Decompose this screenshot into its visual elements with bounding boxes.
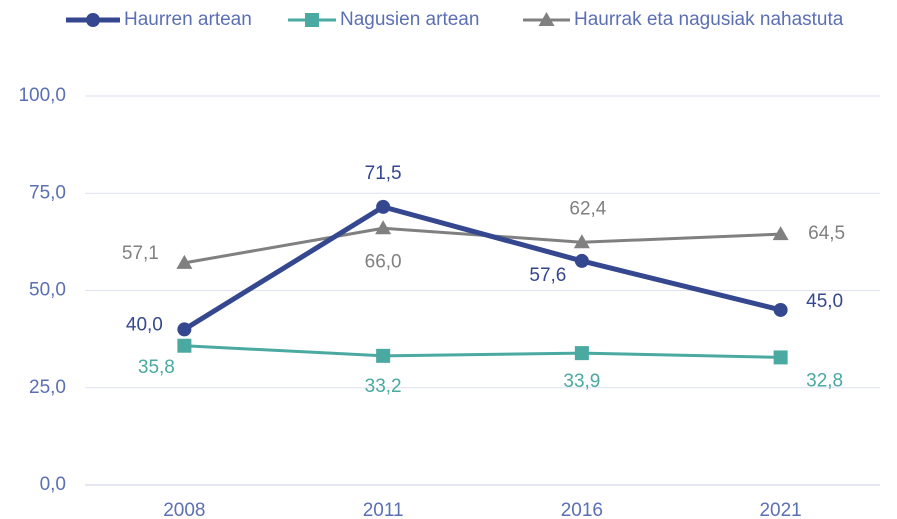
y-tick-label: 75,0 xyxy=(29,182,66,203)
marker xyxy=(376,199,391,214)
data-label: 45,0 xyxy=(806,291,843,312)
data-label: 62,4 xyxy=(569,198,606,219)
x-tick-label: 2008 xyxy=(163,500,205,519)
y-tick-label: 25,0 xyxy=(29,377,66,398)
data-label: 33,2 xyxy=(365,376,402,397)
marker xyxy=(574,346,589,361)
data-label: 35,8 xyxy=(138,357,175,378)
series-line xyxy=(184,344,781,359)
marker xyxy=(772,226,789,241)
marker xyxy=(177,338,192,353)
data-label: 40,0 xyxy=(126,314,163,335)
legend-label: Nagusien artean xyxy=(340,9,479,30)
data-label: 66,0 xyxy=(365,251,402,272)
marker xyxy=(574,253,589,268)
marker xyxy=(305,13,319,27)
series-line xyxy=(183,204,782,332)
marker xyxy=(538,12,555,26)
y-tick-label: 100,0 xyxy=(18,85,66,106)
legend-label: Haurrak eta nagusiak nahastuta xyxy=(574,9,844,30)
y-tick-label: 0,0 xyxy=(40,474,66,495)
marker xyxy=(177,322,192,337)
y-tick-label: 50,0 xyxy=(29,280,66,301)
legend-label: Haurren artean xyxy=(124,9,252,30)
marker xyxy=(773,302,788,317)
x-tick-label: 2016 xyxy=(561,500,603,519)
data-label: 57,1 xyxy=(122,243,159,264)
data-label: 64,5 xyxy=(808,223,845,244)
marker xyxy=(773,350,788,365)
marker xyxy=(376,348,391,363)
marker xyxy=(86,13,100,27)
data-label: 33,9 xyxy=(563,371,600,392)
data-label: 71,5 xyxy=(365,163,402,184)
marker xyxy=(375,220,392,235)
data-label: 32,8 xyxy=(806,370,843,391)
x-tick-label: 2011 xyxy=(363,500,404,519)
marker xyxy=(176,254,193,269)
data-label: 57,6 xyxy=(529,265,566,286)
x-tick-label: 2021 xyxy=(759,500,801,519)
marker xyxy=(573,234,590,249)
